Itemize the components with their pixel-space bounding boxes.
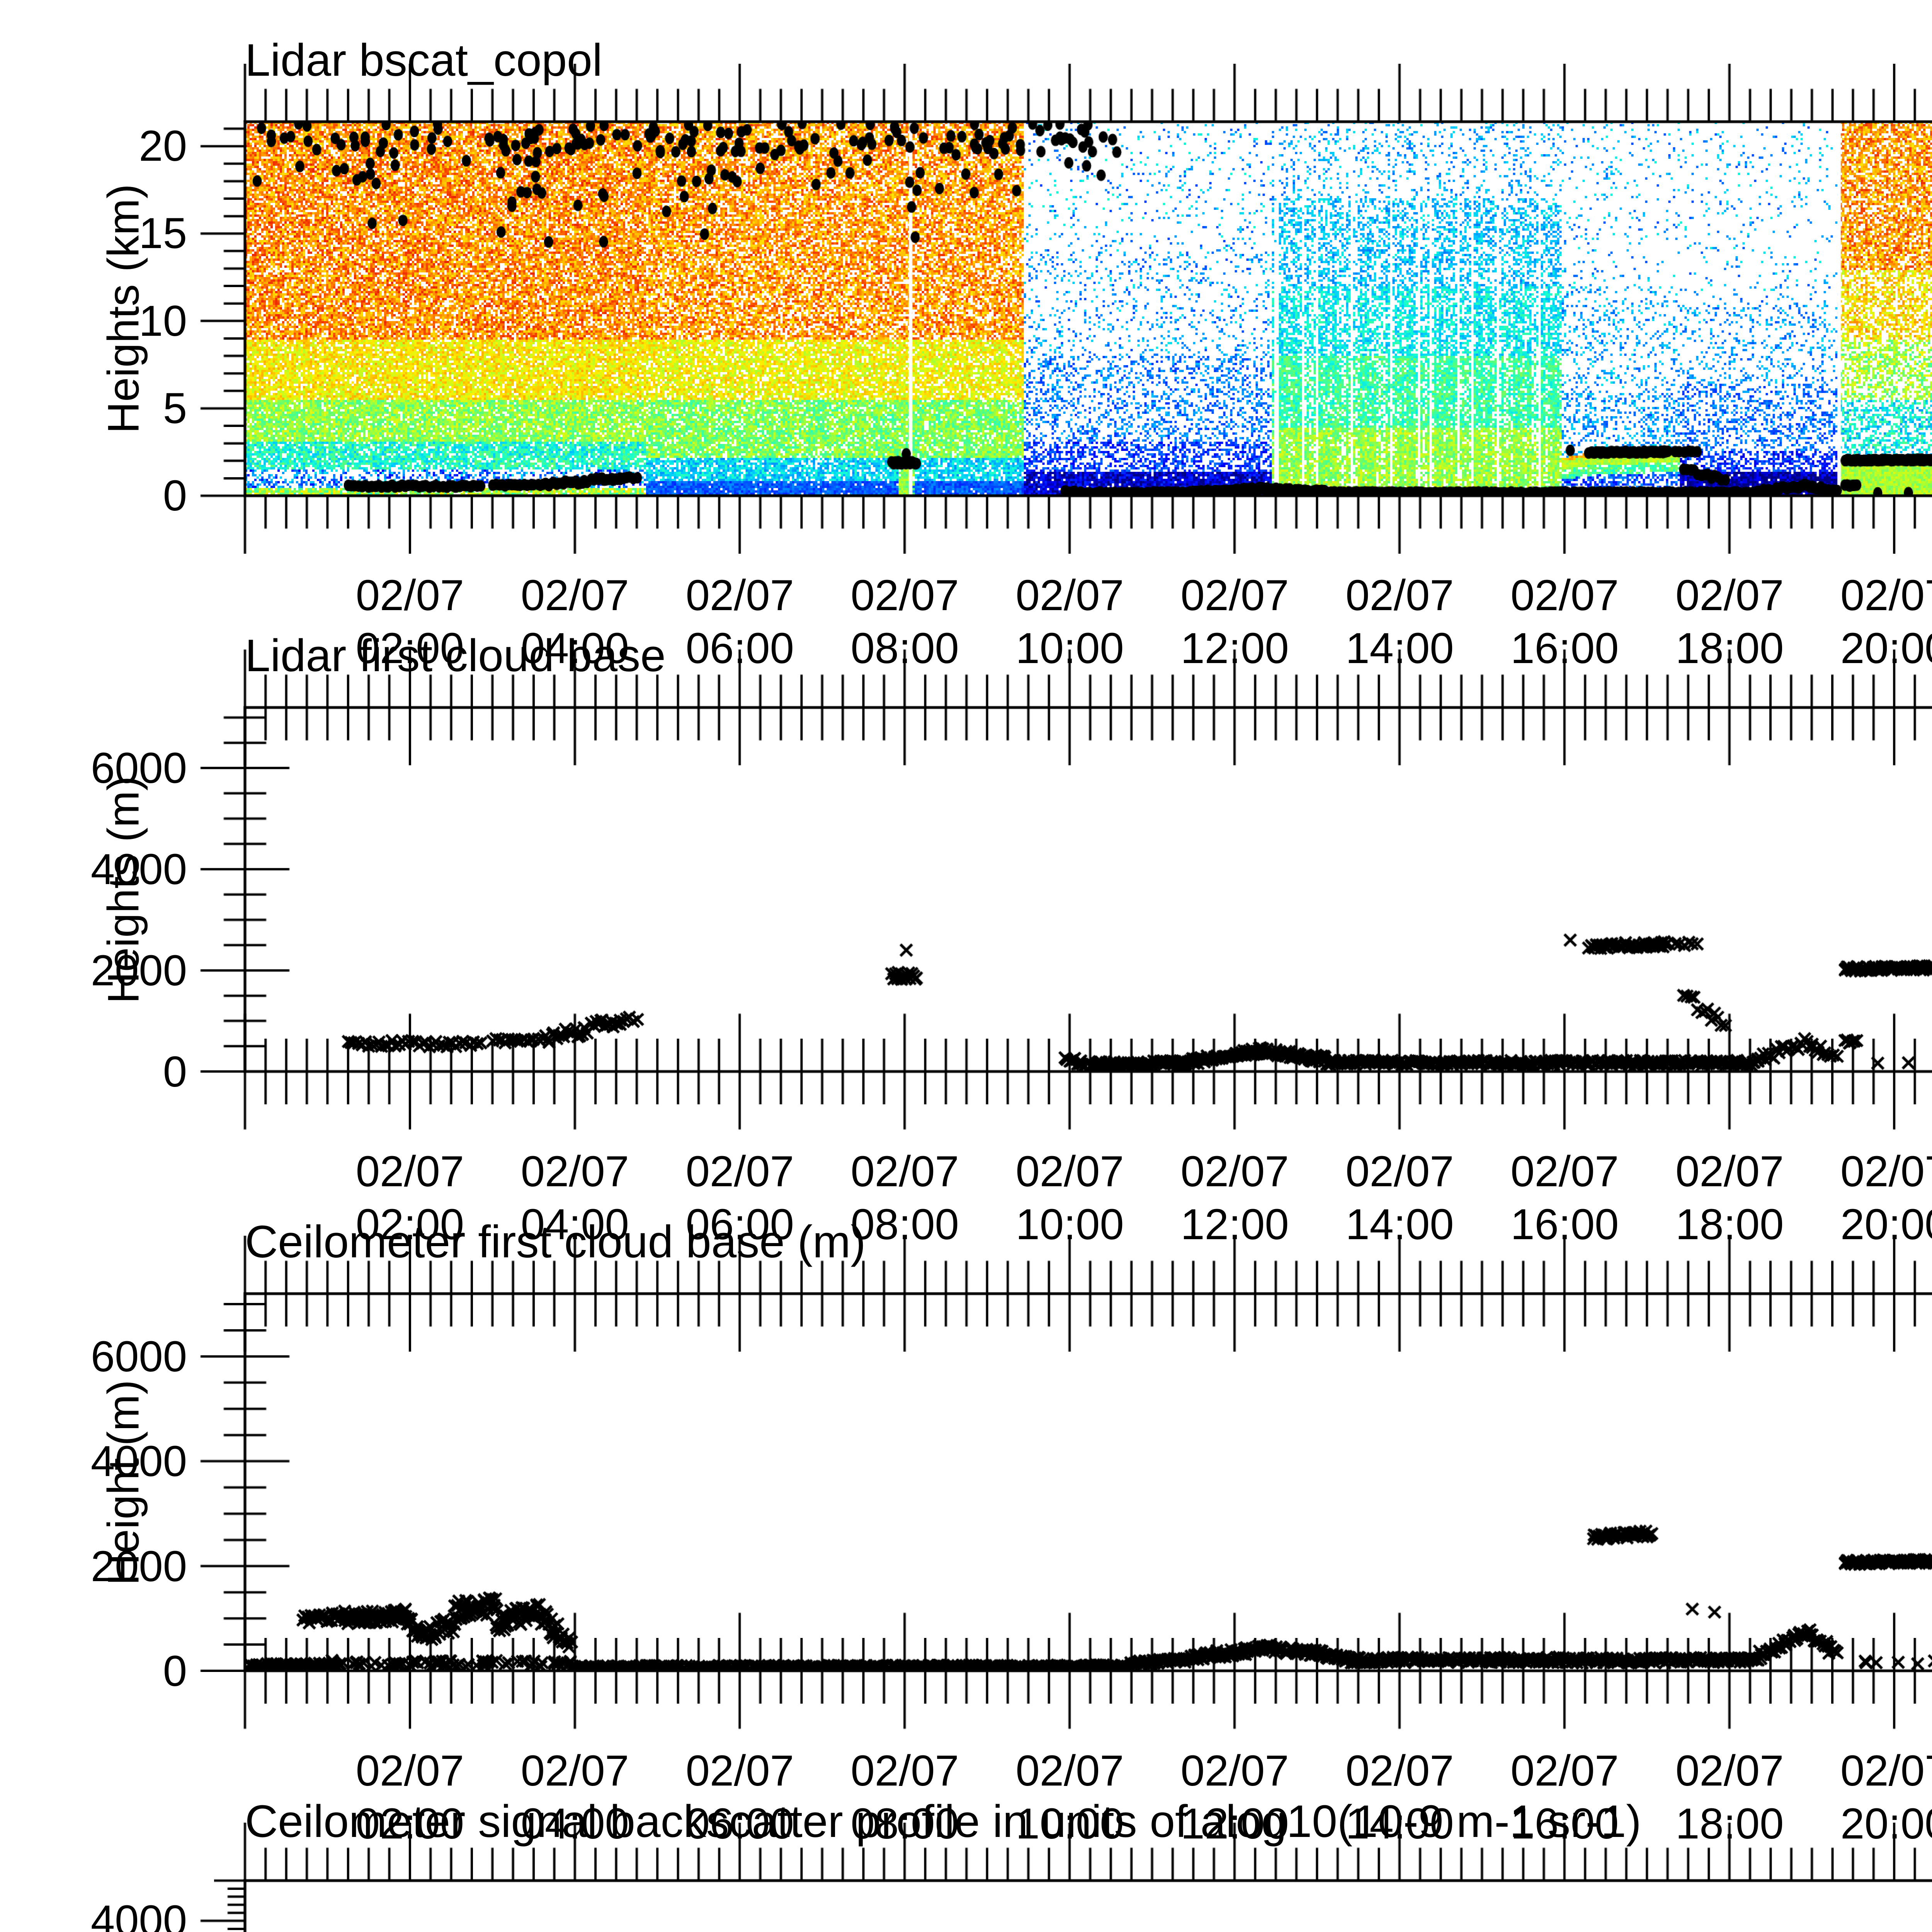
y-tick-label: 0 bbox=[163, 471, 187, 520]
x-tick-label: 02/07 18:00 bbox=[1675, 1147, 1784, 1248]
x-tick-label: 02/07 16:00 bbox=[1510, 1747, 1619, 1848]
x-tick-label: 02/07 16:00 bbox=[1510, 1147, 1619, 1248]
y-tick-label: 20 bbox=[139, 122, 187, 170]
y-tick-label: 15 bbox=[139, 209, 187, 258]
x-tick-label: 02/07 12:00 bbox=[1180, 571, 1289, 672]
x-tick-label: 02/07 06:00 bbox=[685, 571, 794, 672]
lidar-bscat-heatmap-canvas bbox=[175, 52, 1932, 565]
y-tick-label: 2000 bbox=[90, 1542, 187, 1590]
x-tick-label: 02/07 02:00 bbox=[355, 571, 464, 672]
y-tick-label: 2000 bbox=[90, 946, 187, 995]
panel-title-ceilometer-cloudbase: Ceilometer first cloud base (m) bbox=[245, 1216, 866, 1267]
x-tick-label: 02/07 02:00 bbox=[355, 1147, 464, 1248]
x-tick-label: 02/07 04:00 bbox=[520, 1147, 629, 1248]
lidar-cloudbase-scatter-canvas bbox=[175, 638, 1932, 1141]
x-tick-label: 02/07 10:00 bbox=[1015, 1747, 1124, 1848]
ceilometer-cloudbase-scatter-canvas bbox=[175, 1224, 1932, 1741]
ceilometer-backscatter-heatmap-canvas bbox=[175, 1811, 1932, 1932]
panel-title-ceilometer-backscatter: Ceilometer signal backscatter profile in… bbox=[245, 1796, 1641, 1847]
x-tick-label: 02/07 12:00 bbox=[1180, 1747, 1289, 1848]
y-tick-label: 4000 bbox=[90, 1437, 187, 1486]
x-tick-label: 02/07 06:00 bbox=[685, 1147, 794, 1248]
x-tick-label: 02/07 08:00 bbox=[850, 1747, 959, 1848]
x-tick-label: 02/07 06:00 bbox=[685, 1747, 794, 1848]
y-tick-label: 0 bbox=[163, 1048, 187, 1096]
x-tick-label: 02/07 16:00 bbox=[1510, 571, 1619, 672]
x-tick-label: 02/07 20:00 bbox=[1840, 1147, 1932, 1248]
y-tick-label: 0 bbox=[163, 1647, 187, 1695]
x-tick-label: 02/07 08:00 bbox=[850, 1147, 959, 1248]
x-tick-label: 02/07 10:00 bbox=[1015, 571, 1124, 672]
x-tick-label: 02/07 02:00 bbox=[355, 1747, 464, 1848]
x-tick-label: 02/07 20:00 bbox=[1840, 571, 1932, 672]
x-tick-label: 02/07 14:00 bbox=[1345, 1147, 1454, 1248]
y-tick-label: 6000 bbox=[90, 1332, 187, 1381]
x-tick-label: 02/07 14:00 bbox=[1345, 571, 1454, 672]
y-tick-label: 4000 bbox=[90, 845, 187, 894]
x-tick-label: 02/07 08:00 bbox=[850, 571, 959, 672]
panel-title-lidar-bscat: Lidar bscat_copol bbox=[245, 35, 602, 86]
x-tick-label: 02/07 10:00 bbox=[1015, 1147, 1124, 1248]
x-tick-label: 02/07 04:00 bbox=[520, 571, 629, 672]
x-tick-label: 02/07 04:00 bbox=[520, 1747, 629, 1848]
y-tick-label: 5 bbox=[163, 384, 187, 432]
x-tick-label: 02/07 20:00 bbox=[1840, 1747, 1932, 1848]
y-tick-label: 6000 bbox=[90, 744, 187, 793]
x-tick-label: 02/07 12:00 bbox=[1180, 1147, 1289, 1248]
x-tick-label: 02/07 14:00 bbox=[1345, 1747, 1454, 1848]
x-tick-label: 02/07 18:00 bbox=[1675, 571, 1784, 672]
x-tick-label: 02/07 18:00 bbox=[1675, 1747, 1784, 1848]
y-tick-label: 10 bbox=[139, 296, 187, 345]
panel-title-lidar-cloudbase: Lidar first cloud base bbox=[245, 630, 666, 681]
y-tick-label: 4000 bbox=[90, 1896, 187, 1932]
